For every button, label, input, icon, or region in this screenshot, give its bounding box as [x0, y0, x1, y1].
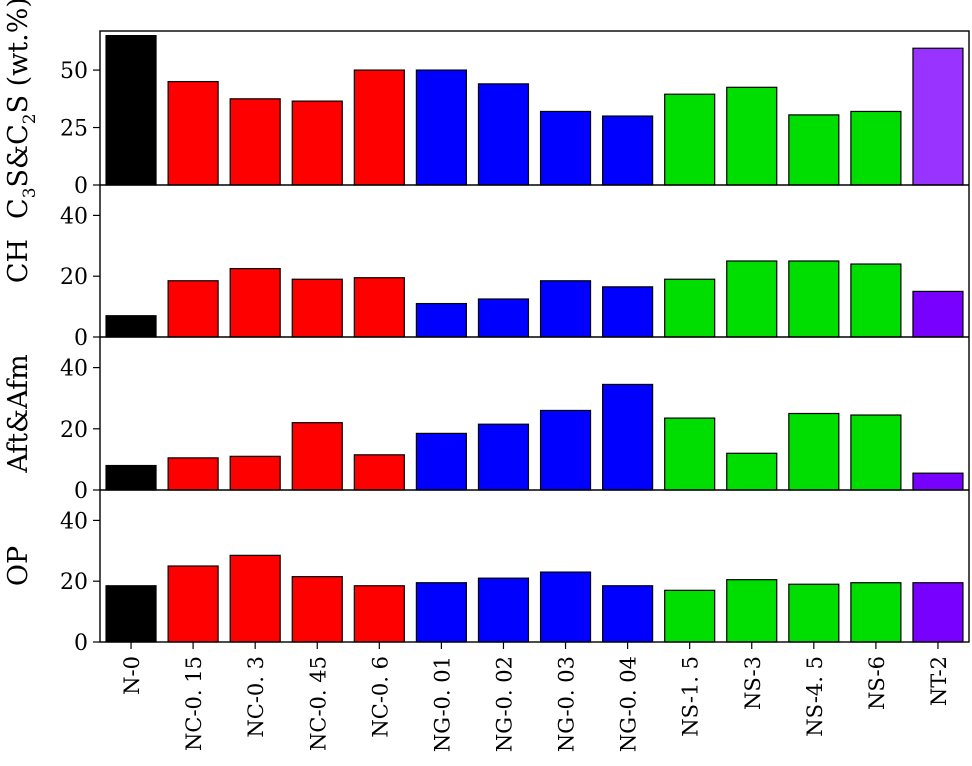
- y-tick-label: 0: [74, 326, 88, 351]
- x-tick-label: NG-0. 02: [492, 656, 516, 752]
- y-axis-label: OP: [3, 546, 34, 586]
- bar-NS-3: [726, 86, 778, 186]
- y-axis-label: C3S&C2S (wt.%): [3, 0, 40, 219]
- bar-NC-0. 45: [291, 576, 343, 643]
- chart-panel-4: 0 20 40 OP: [3, 509, 964, 656]
- y-axis-label-part: 3: [20, 187, 40, 198]
- bar-NT-2: [912, 290, 964, 338]
- y-tick-label: 0: [74, 479, 88, 504]
- bar-NS-6: [850, 582, 902, 643]
- y-tick-label: 20: [60, 418, 88, 443]
- y-tick-label: 40: [60, 204, 88, 229]
- bar-NS-6: [850, 263, 902, 338]
- bar-NS-4. 5: [788, 583, 840, 643]
- x-tick-label: N-0: [120, 656, 144, 695]
- y-axis-label: Aft&Afm: [3, 354, 34, 474]
- bar-NG-0. 03: [539, 409, 592, 491]
- x-tick-label: NC-0. 6: [368, 656, 392, 738]
- y-axis-label-part: C: [3, 198, 34, 219]
- bar-NC-0. 45: [291, 100, 343, 186]
- bar-NS-4. 5: [788, 114, 840, 186]
- bar-NG-0. 04: [602, 286, 654, 338]
- bar-NG-0. 04: [602, 115, 654, 186]
- bar-NG-0. 01: [415, 302, 467, 338]
- bar-NC-0. 15: [167, 80, 219, 186]
- y-axis-label: CH: [3, 239, 34, 283]
- bar-NC-0. 15: [167, 565, 219, 643]
- bar-NG-0. 03: [539, 110, 592, 186]
- x-tick-label: NT-2: [927, 656, 951, 706]
- x-tick-label: NS-3: [741, 656, 765, 710]
- bar-NG-0. 04: [602, 585, 654, 643]
- x-tick-label: NC-0. 15: [182, 656, 206, 751]
- bar-NS-3: [726, 452, 778, 491]
- bar-NS-1. 5: [664, 589, 716, 643]
- y-tick-label: 20: [60, 570, 88, 595]
- x-tick-label: NG-0. 03: [555, 656, 579, 752]
- bar-NS-3: [726, 260, 778, 338]
- x-tick-label: NS-4. 5: [803, 656, 827, 737]
- bar-NC-0. 3: [229, 455, 281, 491]
- bar-NC-0. 15: [167, 457, 219, 491]
- bar-NG-0. 04: [602, 383, 654, 491]
- bar-NS-6: [850, 110, 902, 186]
- bar-NC-0. 15: [167, 280, 219, 338]
- bar-NC-0. 45: [291, 422, 343, 491]
- x-tick-label: NC-0. 45: [306, 656, 330, 751]
- bar-NG-0. 02: [477, 423, 530, 491]
- bar-NS-1. 5: [664, 278, 716, 338]
- x-tick-label: NC-0. 3: [244, 656, 268, 738]
- bar-NC-0. 3: [229, 554, 281, 643]
- bar-NS-4. 5: [788, 260, 840, 338]
- y-tick-label: 0: [74, 631, 88, 656]
- bar-NG-0. 01: [415, 69, 467, 186]
- bar-NC-0. 45: [291, 278, 343, 338]
- bar-NS-1. 5: [664, 93, 716, 186]
- x-tick-label: NS-6: [865, 656, 889, 710]
- bar-NT-2: [912, 472, 964, 491]
- bar-NG-0. 01: [415, 582, 467, 643]
- bar-NS-3: [726, 579, 778, 643]
- y-tick-label: 25: [60, 117, 88, 142]
- x-tick-label: NG-0. 01: [430, 656, 454, 752]
- bar-N-0: [105, 464, 157, 491]
- bar-NS-1. 5: [664, 417, 716, 491]
- bar-NG-0. 02: [477, 83, 530, 186]
- y-tick-label: 40: [60, 357, 88, 382]
- bar-NG-0. 03: [539, 280, 592, 338]
- y-axis-label-part: S&C: [3, 124, 34, 187]
- bar-NC-0. 3: [229, 268, 281, 338]
- y-tick-label: 0: [74, 174, 88, 199]
- bar-NT-2: [912, 582, 964, 643]
- chart-panel-3: 0 20 40 Aft&Afm: [3, 354, 964, 504]
- y-tick-label: 40: [60, 509, 88, 534]
- x-tick-label: NG-0. 04: [617, 656, 641, 752]
- chart-panel-2: 0 20 40 CH: [3, 204, 964, 351]
- bar-NS-4. 5: [788, 412, 840, 491]
- bar-NC-0. 6: [353, 69, 405, 186]
- bar-NC-0. 3: [229, 98, 281, 186]
- bar-N-0: [105, 34, 157, 186]
- bar-N-0: [105, 585, 157, 643]
- bar-NG-0. 02: [477, 577, 530, 643]
- y-axis-label-part: S (wt.%): [3, 0, 34, 113]
- bar-NC-0. 6: [353, 454, 405, 491]
- bar-NG-0. 02: [477, 298, 530, 338]
- bar-NT-2: [912, 47, 964, 186]
- y-tick-label: 50: [60, 59, 88, 84]
- bar-NG-0. 03: [539, 571, 592, 643]
- y-tick-label: 20: [60, 265, 88, 290]
- bar-NG-0. 01: [415, 432, 467, 491]
- bar-NC-0. 6: [353, 277, 405, 338]
- bar-N-0: [105, 315, 157, 338]
- bar-NC-0. 6: [353, 585, 405, 643]
- bar-NS-6: [850, 414, 902, 491]
- y-axis-label-part: 2: [20, 113, 40, 124]
- chart-panel-1: 0 25 50 C3S&C2S (wt.%): [3, 0, 964, 219]
- x-tick-label: NS-1. 5: [679, 656, 703, 737]
